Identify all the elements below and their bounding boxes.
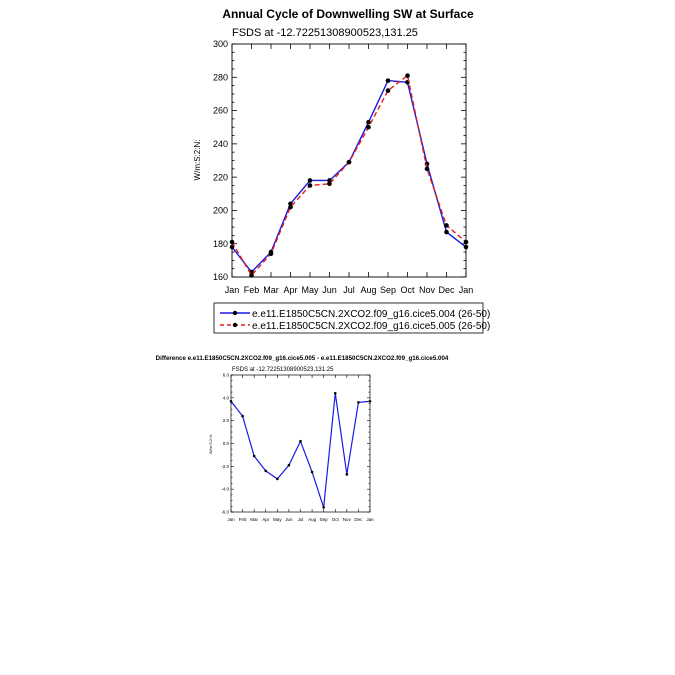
main-chart-xtick-label: Jul [343, 285, 355, 295]
main-chart-series-2-point [229, 239, 235, 245]
main-chart-xtick-label: Aug [360, 285, 376, 295]
diff-chart-series-1-point [241, 414, 244, 418]
legend-marker-series-2 [232, 322, 238, 328]
diff-chart-ytick-label: 6.0 [223, 373, 230, 378]
diff-chart-title: Difference e.e11.E1850C5CN.2XCO2.f09_g16… [156, 355, 449, 362]
legend-marker-series-1 [232, 310, 238, 316]
main-chart-xtick-label: Jan [459, 285, 474, 295]
diff-chart-series-1-point [264, 469, 268, 473]
legend: e.e11.E1850C5CN.2XCO2.f09_g16.cice5.004 … [213, 302, 490, 334]
diff-chart-xtick-label: Apr [262, 517, 270, 522]
main-chart-xtick-label: Oct [400, 285, 415, 295]
main-chart-series-2-point [288, 204, 293, 210]
main-chart-series-2-point [385, 88, 391, 93]
main-chart-series-1-point [385, 78, 391, 83]
main-chart-ytick-label: 280 [213, 72, 228, 82]
main-chart-series-2-point [268, 251, 274, 256]
diff-chart-xtick-label: Feb [239, 517, 247, 522]
main-chart-xtick-label: Dec [438, 285, 455, 295]
diff-chart-ytick-label: 0.0 [223, 441, 230, 446]
main-chart-ytick-label: 260 [213, 106, 228, 116]
diff-chart-series-1-point [252, 454, 256, 458]
diff-chart-xtick-label: Jan [366, 517, 374, 522]
legend-label-series-2: e.e11.E1850C5CN.2XCO2.f09_g16.cice5.005 … [252, 321, 490, 332]
diff-chart-series-1-point [368, 399, 372, 403]
main-chart-ylabel: W/m:S:2:N: [193, 140, 202, 181]
diff-chart-xtick-label: Oct [332, 517, 340, 522]
main-chart-series-2-point [463, 239, 469, 245]
main-chart-ytick-label: 200 [213, 206, 228, 216]
main-chart-series-1-point [444, 229, 449, 235]
main-chart-xtick-label: Sep [380, 285, 396, 295]
legend-box [213, 302, 484, 334]
diff-chart-series-1-point [276, 477, 279, 481]
main-chart-series-2-point [327, 181, 332, 187]
main-chart-subtitle: FSDS at -12.72251308900523,131.25 [232, 27, 418, 39]
diff-chart-subtitle: FSDS at -12.72251308900523,131.25 [232, 367, 334, 373]
diff-chart-series-1-point [345, 473, 349, 476]
diff-chart-ytick-label: -6.0 [221, 510, 229, 515]
diff-chart-series-1-line [230, 393, 371, 508]
main-chart-series-1-point [307, 178, 313, 183]
diff-chart-ytick-label: -2.0 [221, 464, 229, 469]
diff-chart-xtick-label: Jul [298, 517, 304, 522]
diff-chart-xtick-label: Dec [354, 517, 363, 522]
diff-chart-series-1-point [357, 401, 360, 404]
main-chart-series-2-point [424, 166, 430, 172]
diff-chart-series-1-point [287, 463, 291, 467]
diff-chart-xtick-label: Mar [250, 517, 258, 522]
legend-label-series-1: e.e11.E1850C5CN.2XCO2.f09_g16.cice5.004 … [252, 309, 490, 320]
diff-chart-ytick-label: 4.0 [223, 395, 230, 400]
main-chart-xtick-label: Nov [419, 285, 436, 295]
diff-chart-series-1-point [333, 391, 337, 395]
main-chart-series-1-point [366, 119, 371, 125]
diff-chart-series-1-point [229, 399, 233, 403]
diff-chart-series-1-point [299, 439, 302, 443]
main-chart-series-2-point [366, 124, 371, 130]
diff-chart-frame [230, 374, 371, 513]
main-chart-series-1-point [463, 244, 469, 250]
main-chart-xtick-label: Jun [322, 285, 337, 295]
main-chart-xtick-label: Apr [283, 285, 297, 295]
main-chart-series-1-line [231, 79, 467, 274]
main-chart-ytick-label: 240 [213, 139, 228, 149]
diff-chart-xtick-label: Aug [308, 517, 317, 522]
main-chart-series-2-point [307, 183, 313, 188]
diff-chart-xtick-label: Sep [320, 517, 329, 522]
diff-chart-xtick-label: Jun [285, 517, 293, 522]
main-chart-series-2-point [444, 223, 449, 228]
main-chart-title: Annual Cycle of Downwelling SW at Surfac… [222, 7, 474, 21]
main-chart-ytick-label: 160 [213, 272, 228, 282]
main-chart-xtick-label: Mar [263, 285, 279, 295]
diff-chart-xtick-label: Jan [227, 517, 235, 522]
main-chart-xtick-label: Feb [244, 285, 260, 295]
diff-chart-ytick-label: 2.0 [223, 418, 230, 423]
main-chart-series-1-point [229, 244, 235, 250]
diff-chart-series-1-point [322, 506, 325, 509]
main-chart-ytick-label: 180 [213, 239, 228, 249]
diff-chart-ylabel: W/m:S:2:N: [208, 434, 213, 454]
diff-chart-series-1-point [310, 470, 314, 474]
main-chart-xtick-label: May [301, 285, 319, 295]
main-chart-series-2-point [249, 273, 254, 278]
diff-chart-xtick-label: May [273, 517, 282, 522]
main-chart-ytick-label: 300 [213, 39, 228, 49]
diff-chart-xtick-label: Nov [343, 517, 352, 522]
main-chart-xtick-label: Jan [225, 285, 240, 295]
main-chart-series-2-point [346, 159, 352, 165]
main-chart-series-2-point [405, 73, 410, 78]
diff-chart-ytick-label: -4.0 [221, 487, 229, 492]
main-chart-ytick-label: 220 [213, 172, 228, 182]
